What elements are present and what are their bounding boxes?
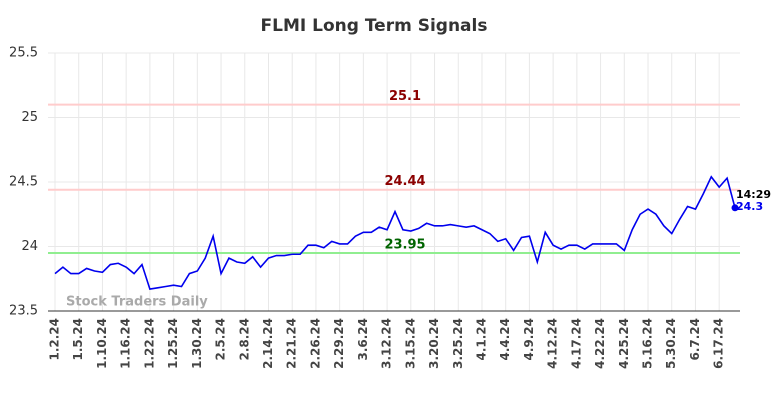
x-tick-label: 2.21.24 (285, 318, 299, 369)
y-tick-label: 24 (21, 239, 38, 254)
y-tick-label: 25 (21, 110, 38, 125)
last-value-label: 24.3 (736, 200, 763, 213)
chart-title: FLMI Long Term Signals (261, 16, 488, 36)
x-tick-label: 1.10.24 (95, 318, 109, 369)
y-tick-label: 25.5 (9, 46, 38, 61)
level-label: 25.1 (389, 89, 421, 104)
x-tick-label: 1.16.24 (119, 318, 133, 369)
x-tick-label: 1.25.24 (166, 318, 180, 369)
x-tick-label: 4.9.24 (522, 318, 536, 361)
x-tick-label: 4.25.24 (617, 318, 631, 369)
x-tick-label: 2.26.24 (308, 318, 322, 369)
x-tick-label: 4.1.24 (474, 318, 488, 361)
level-label: 23.95 (384, 237, 425, 252)
watermark: Stock Traders Daily (66, 295, 208, 310)
x-tick-label: 3.6.24 (356, 318, 370, 361)
x-tick-label: 1.2.24 (48, 318, 62, 361)
x-tick-label: 3.25.24 (451, 318, 465, 369)
x-tick-label: 3.20.24 (427, 318, 441, 369)
x-tick-label: 5.16.24 (641, 318, 655, 369)
last-point (731, 204, 739, 212)
level-label: 24.44 (384, 174, 425, 189)
x-tick-label: 4.4.24 (498, 318, 512, 361)
x-tick-label: 2.29.24 (332, 318, 346, 369)
x-tick-label: 1.5.24 (71, 318, 85, 361)
x-tick-label: 2.14.24 (261, 318, 275, 369)
last-time: 14:29 (736, 188, 771, 201)
y-tick-label: 24.5 (9, 175, 38, 190)
x-tick-label: 1.30.24 (190, 318, 204, 369)
x-tick-label: 3.15.24 (403, 318, 417, 369)
x-tick-label: 4.17.24 (569, 318, 583, 369)
x-tick-label: 3.12.24 (380, 318, 394, 369)
x-tick-label: 4.22.24 (593, 318, 607, 369)
x-tick-label: 4.12.24 (546, 318, 560, 369)
x-tick-label: 1.22.24 (142, 318, 156, 369)
y-tick-label: 23.5 (9, 304, 38, 319)
x-tick-label: 5.30.24 (664, 318, 678, 369)
x-tick-label: 6.17.24 (712, 318, 726, 369)
x-tick-label: 6.7.24 (688, 318, 702, 361)
x-tick-label: 2.5.24 (214, 318, 228, 361)
x-tick-label: 2.8.24 (237, 318, 251, 361)
price-line (54, 175, 736, 290)
